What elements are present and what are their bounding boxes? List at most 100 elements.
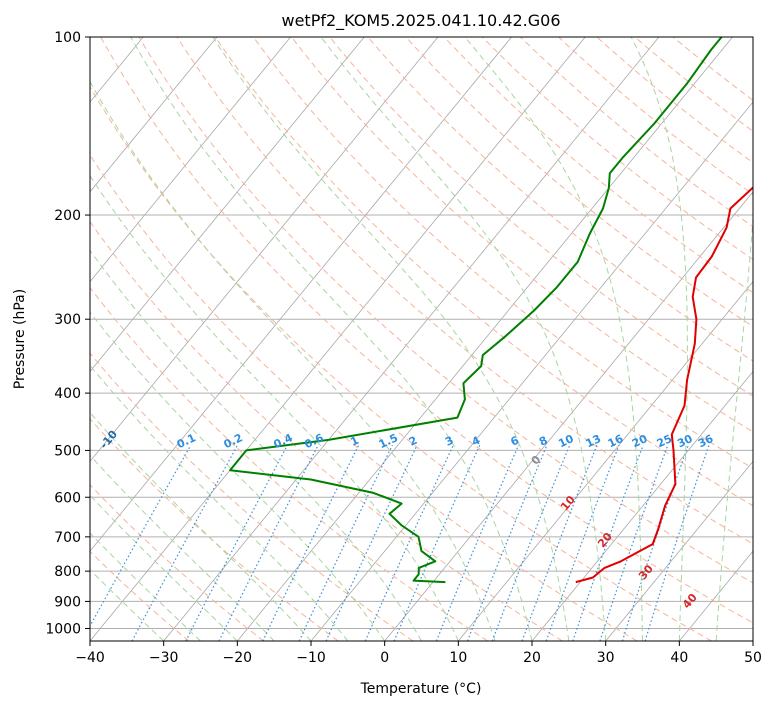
mixing-ratio-label: 0.2 <box>222 431 245 451</box>
x-tick-label: −30 <box>149 650 179 666</box>
x-tick-label: 30 <box>597 650 615 666</box>
y-tick-label: 900 <box>54 594 81 610</box>
moist-adiabat-line <box>90 568 165 641</box>
plot-frame <box>89 36 754 642</box>
mixing-ratio-label: 3 <box>443 434 455 449</box>
moist-adiabat-line <box>212 37 570 641</box>
y-axis-title: Pressure (hPa) <box>12 289 28 389</box>
isotherm-line <box>90 37 291 283</box>
mixing-ratio-line <box>393 444 481 641</box>
isotherm-line <box>0 37 70 641</box>
x-tick-label: 0 <box>380 650 389 666</box>
moist-adiabat-line <box>90 454 275 641</box>
dry-adiabat-line <box>90 352 414 641</box>
moist-adiabat-line <box>130 37 533 641</box>
mixing-ratio-line <box>298 444 393 641</box>
dry-adiabat-line <box>252 37 753 470</box>
x-tick-label: 50 <box>744 650 762 666</box>
mixing-ratio-label: 0.6 <box>302 431 325 451</box>
y-tick-label: 200 <box>54 208 81 224</box>
isotherm-line <box>752 640 753 641</box>
mixing-ratio-line <box>572 444 644 641</box>
adiabat-label: 0 <box>529 453 544 467</box>
mixing-ratio-line <box>466 444 548 641</box>
isotherm-line <box>458 281 753 641</box>
moist-adiabat-line <box>90 80 496 641</box>
y-tick-label: 300 <box>54 312 81 328</box>
y-tick-label: 400 <box>54 386 81 402</box>
moist-adiabat-line <box>464 37 643 641</box>
mixing-ratio-label: 25 <box>655 432 674 450</box>
x-tick-label: −10 <box>296 650 326 666</box>
adiabat-label: -20 <box>4 387 27 411</box>
x-tick-label: 20 <box>523 650 541 666</box>
mixing-ratio-label: 0.1 <box>175 431 198 451</box>
mixing-ratio-line <box>218 444 319 641</box>
mixing-ratio-line <box>435 444 520 641</box>
x-axis: −40 −30 −20 −10 0 10 20 30 40 50 <box>75 641 762 666</box>
moist-adiabat-line <box>90 494 238 641</box>
moist-adiabat-line <box>630 37 688 641</box>
isotherm-line <box>90 37 586 641</box>
mixing-ratio-label: 1 <box>348 434 360 449</box>
dry-adiabat-line <box>520 37 753 228</box>
dry-adiabat-line <box>214 37 753 507</box>
x-tick-label: −20 <box>223 650 253 666</box>
isotherm-line <box>310 101 753 641</box>
mixing-ratio-label: 4 <box>470 434 483 449</box>
x-tick-label: 10 <box>449 650 467 666</box>
mixing-ratio-label: 13 <box>584 432 603 450</box>
isotherm-line <box>531 370 753 641</box>
mixing-ratio-label: 30 <box>675 432 695 450</box>
mixing-ratio-label: 1.5 <box>377 431 400 451</box>
dry-adiabat-line <box>443 37 753 294</box>
mixing-ratio-label: 8 <box>537 434 549 449</box>
y-tick-label: 800 <box>54 564 81 580</box>
isotherm-line <box>90 37 365 373</box>
mixing-ratio-line <box>521 444 598 641</box>
moist-adiabat-line <box>320 37 607 641</box>
plot-background <box>0 37 753 641</box>
dry-adiabat-line <box>176 37 753 545</box>
mixing-ratio-line <box>545 444 620 641</box>
mixing-ratio-line <box>491 444 571 641</box>
dry-adiabat-line <box>138 37 753 584</box>
series-layer <box>229 37 753 584</box>
moist-adiabat-line <box>90 311 386 641</box>
dry-adiabat-line <box>100 37 753 624</box>
dry-adiabat-line <box>90 86 712 641</box>
mixing-ratio-label: 0.4 <box>272 431 295 451</box>
isotherm-line <box>90 37 218 193</box>
mixing-ratio-line <box>185 444 288 641</box>
mixing-ratio-line <box>131 444 239 641</box>
dry-adiabat-line <box>90 484 264 641</box>
mixing-ratio-label: 2 <box>407 434 419 449</box>
mixing-ratio-label: 36 <box>696 432 716 450</box>
mixing-ratio-label: 10 <box>556 432 576 450</box>
mixing-ratio-line <box>644 445 710 641</box>
moist-adiabat-line <box>90 532 201 641</box>
dry-adiabat-line <box>367 37 753 362</box>
dry-adiabat-line <box>90 154 638 641</box>
mixing-ratio-label: 6 <box>509 434 522 449</box>
x-tick-label: 40 <box>670 650 688 666</box>
adiabat-label: 10 <box>558 493 578 513</box>
mixing-ratio-label: 20 <box>630 432 650 450</box>
chart-title: wetPf2_KOM5.2025.041.10.42.G06 <box>281 11 560 31</box>
dry-adiabat-line <box>90 220 563 641</box>
isotherm-line <box>679 550 753 641</box>
isotherm-line <box>384 191 753 641</box>
adiabat-label: 20 <box>595 530 615 550</box>
isotherm-line <box>90 37 512 552</box>
y-tick-label: 500 <box>54 443 81 459</box>
x-tick-label: −40 <box>75 650 105 666</box>
y-tick-label: 100 <box>54 30 81 46</box>
moist-adiabat-line <box>90 174 459 641</box>
x-axis-title: Temperature (°C) <box>360 681 482 697</box>
adiabat-label: 40 <box>680 591 700 611</box>
isotherm-line <box>605 460 753 641</box>
mixing-ratio-line <box>90 444 192 628</box>
moist-adiabat-line <box>90 249 422 641</box>
mixing-ratio-line <box>599 444 669 641</box>
profile-line-1 <box>229 37 723 584</box>
